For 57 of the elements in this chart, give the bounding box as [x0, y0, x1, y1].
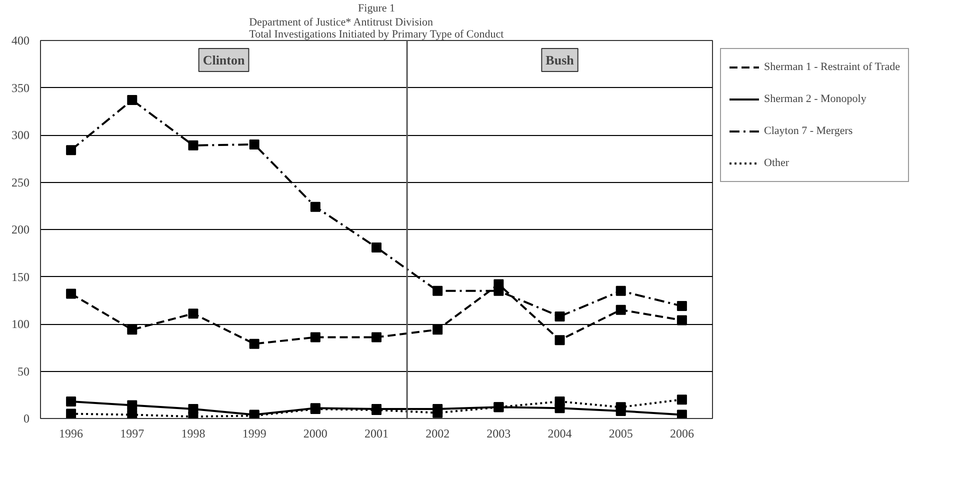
point	[66, 408, 76, 418]
point	[372, 242, 382, 252]
x-tick-label: 1998	[181, 426, 206, 440]
y-tick-label: 400	[12, 34, 30, 48]
chart-subtitle: Department of Justice* Antitrust Division Total Investigations Initiated by Primary Type of Conduct	[249, 16, 504, 40]
x-tick-label: 1997	[120, 426, 144, 440]
point	[676, 394, 687, 405]
point	[249, 338, 260, 349]
point	[616, 402, 626, 412]
x-tick-label: 2005	[608, 426, 633, 440]
legend-label: Sherman 2 - Monopoly	[764, 93, 866, 105]
x-tick-label: 2001	[364, 426, 388, 440]
x-tick-label: 2006	[670, 426, 694, 440]
y-tick-label: 0	[24, 412, 30, 426]
legend-label: Other	[764, 157, 790, 169]
point	[494, 286, 504, 296]
x-tick-label: 1996	[59, 426, 84, 440]
y-tick-label: 300	[12, 128, 30, 142]
point	[66, 145, 76, 156]
point	[676, 315, 687, 326]
y-tick-label: 200	[12, 222, 30, 236]
point	[554, 335, 565, 346]
point	[310, 202, 320, 212]
point	[554, 311, 565, 322]
chart-title: Figure 1	[358, 2, 395, 14]
point	[188, 140, 198, 150]
point	[676, 301, 687, 312]
point	[432, 324, 443, 335]
point	[554, 396, 565, 406]
point	[372, 332, 382, 342]
x-tick-label: 2000	[303, 426, 328, 440]
point	[66, 288, 76, 299]
annotation: Clinton	[202, 52, 246, 68]
y-tick-label: 150	[12, 270, 30, 284]
legend-label: Sherman 1 - Restraint of Trade	[764, 61, 900, 73]
y-tick-label: 250	[12, 175, 30, 190]
y-tick-label: 100	[12, 317, 30, 331]
x-tick-label: 2004	[548, 426, 572, 440]
point	[188, 308, 198, 319]
y-tick-label: 350	[12, 80, 30, 95]
point	[127, 400, 138, 410]
y-tick-label: 50	[18, 364, 30, 378]
point	[127, 95, 138, 106]
point	[432, 286, 443, 296]
annotation: Bush	[546, 52, 575, 68]
x-tick-label: 1999	[242, 426, 266, 440]
point	[249, 139, 260, 150]
legend-label: Clayton 7 - Mergers	[764, 125, 853, 137]
point	[616, 286, 626, 296]
x-tick-label: 2002	[426, 426, 450, 440]
x-tick-label: 2003	[486, 426, 511, 440]
point	[676, 410, 687, 418]
point	[66, 396, 76, 406]
point	[616, 304, 626, 315]
point	[127, 324, 138, 335]
point	[310, 332, 320, 342]
point	[127, 410, 138, 418]
